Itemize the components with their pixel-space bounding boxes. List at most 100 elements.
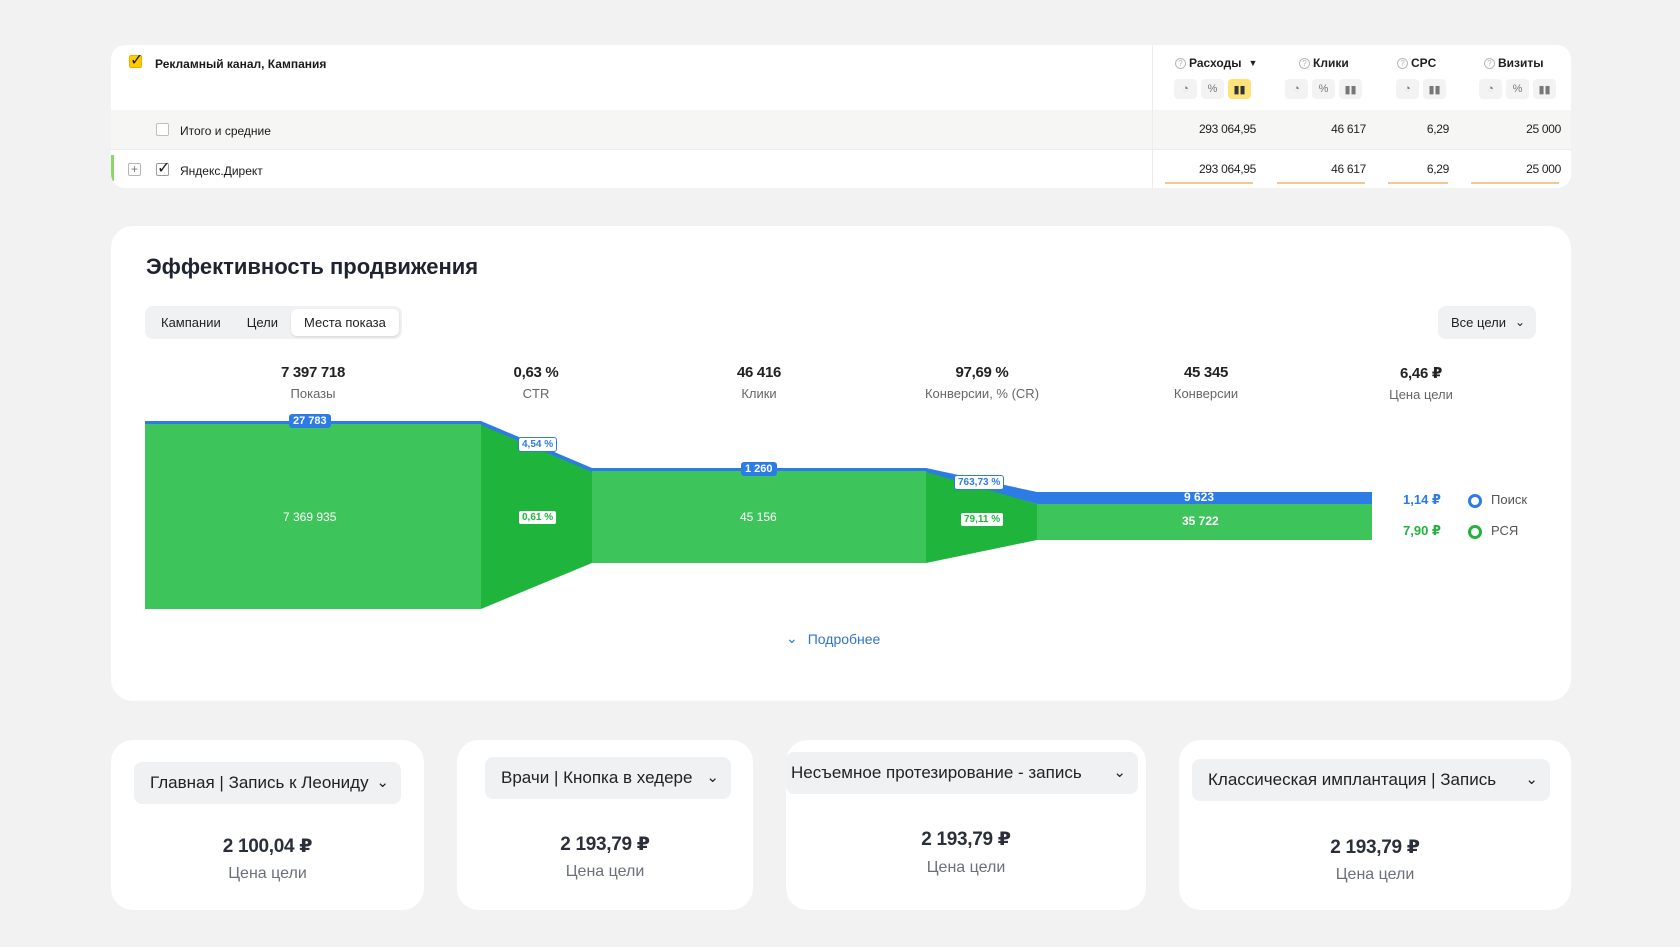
metric-conversions: 45 345 Конверсии xyxy=(1173,364,1239,401)
col-cpc-view-icons: ◔ ▮▮ xyxy=(1396,79,1446,99)
search-ctr-label: 4,54 % xyxy=(518,437,558,452)
funnel-chart xyxy=(145,421,1372,609)
pie-chart-icon[interactable]: ◔ xyxy=(1479,79,1502,99)
goal-price: 2 193,79 ₽ xyxy=(921,829,1011,850)
pie-chart-icon[interactable]: ◔ xyxy=(1285,79,1308,99)
chevron-down-icon: ⌄ xyxy=(786,630,798,646)
help-icon[interactable]: ? xyxy=(1484,57,1495,69)
goal-price: 2 100,04 ₽ xyxy=(222,836,313,857)
column-divider xyxy=(1152,45,1153,188)
goal-filter-select[interactable]: Все цели ⌄ xyxy=(1438,306,1536,339)
promotion-efficiency-card: Эффективность продвижения Кампании Цели … xyxy=(111,226,1571,701)
goal-card: Несъемное протезирование - запись ⌄ 2 19… xyxy=(786,740,1146,910)
cell-cpc: 6,29 xyxy=(1426,162,1449,176)
tab-goals[interactable]: Цели xyxy=(246,315,278,330)
table-row-yandex-direct[interactable]: + Яндекс.Директ 293 064,95 46 617 6,29 2… xyxy=(111,150,1571,188)
goal-price-label: Цена цели xyxy=(926,859,1006,876)
chevron-down-icon: ⌄ xyxy=(1525,771,1538,788)
goal-price-label: Цена цели xyxy=(1335,866,1415,883)
bar-chart-icon[interactable]: ▮▮ xyxy=(1423,79,1446,99)
legend-rsya-value: 7,90 ₽ xyxy=(1403,523,1441,538)
funnel-search-conversions xyxy=(1037,492,1372,504)
table-header: Рекламный канал, Кампания ? Расходы ▼ ◔ … xyxy=(111,45,1571,110)
chevron-down-icon: ⌄ xyxy=(706,769,719,786)
col-expenses-view-icons: ◔ % ▮▮ xyxy=(1174,79,1251,99)
goal-card: Врачи | Кнопка в хедере ⌄ 2 193,79 ₽ Цен… xyxy=(457,740,753,910)
table-row-total: Итого и средние 293 064,95 46 617 6,29 2… xyxy=(111,110,1571,149)
goal-card: Классическая имплантация | Запись ⌄ 2 19… xyxy=(1179,740,1571,910)
cell-visits: 25 000 xyxy=(1526,162,1561,176)
row-divider xyxy=(111,149,1571,150)
cell-bar xyxy=(1165,182,1253,184)
legend-rsya-dot xyxy=(1468,525,1482,539)
chevron-down-icon: ⌄ xyxy=(1113,764,1126,781)
cell-bar xyxy=(1471,182,1559,184)
funnel-stage-clicks xyxy=(592,471,926,563)
cell-expenses: 293 064,95 xyxy=(1198,162,1256,176)
col-visits-view-icons: ◔ % ▮▮ xyxy=(1479,79,1556,99)
legend-search-dot xyxy=(1468,494,1482,508)
header-label: Рекламный канал, Кампания xyxy=(155,57,327,71)
funnel-stage-shows xyxy=(145,423,481,609)
legend-rsya-name: РСЯ xyxy=(1491,523,1519,538)
expand-icon[interactable]: + xyxy=(128,163,141,176)
cell-visits: 25 000 xyxy=(1526,122,1561,136)
help-icon[interactable]: ? xyxy=(1299,57,1310,69)
report-table: Рекламный канал, Кампания ? Расходы ▼ ◔ … xyxy=(111,45,1571,188)
percent-icon[interactable]: % xyxy=(1201,79,1224,99)
header-check-icon xyxy=(129,50,143,70)
col-clicks[interactable]: ? Клики xyxy=(1299,56,1349,70)
metric-goal-price: 6,46 ₽ Цена цели xyxy=(1389,365,1453,402)
cell-clicks: 46 617 xyxy=(1331,162,1366,176)
bar-chart-icon[interactable]: ▮▮ xyxy=(1339,79,1362,99)
legend-search-name: Поиск xyxy=(1491,492,1528,507)
row-accent xyxy=(111,155,114,181)
rsya-clicks-label: 45 156 xyxy=(740,510,777,524)
rsya-cr-label: 79,11 % xyxy=(960,512,1005,527)
cell-bar xyxy=(1277,182,1365,184)
goal-dropdown[interactable]: Классическая имплантация | Запись ⌄ xyxy=(1192,759,1550,801)
bar-chart-icon[interactable]: ▮▮ xyxy=(1228,79,1251,99)
row-checkbox[interactable] xyxy=(156,123,169,136)
col-visits[interactable]: ? Визиты xyxy=(1484,56,1544,70)
col-clicks-view-icons: ◔ % ▮▮ xyxy=(1285,79,1362,99)
percent-icon[interactable]: % xyxy=(1506,79,1529,99)
pie-chart-icon[interactable]: ◔ xyxy=(1174,79,1197,99)
tab-placements[interactable]: Места показа xyxy=(290,309,399,336)
view-switcher: Кампании Цели Места показа xyxy=(145,306,402,339)
cell-cpc: 6,29 xyxy=(1426,122,1449,136)
goal-dropdown[interactable]: Несъемное протезирование - запись ⌄ xyxy=(786,752,1138,794)
sort-desc-icon: ▼ xyxy=(1248,58,1258,68)
goal-card: Главная | Запись к Леониду ⌄ 2 100,04 ₽ … xyxy=(111,740,424,910)
col-cpc[interactable]: ? CPC xyxy=(1397,56,1436,70)
metric-shows: 7 397 718 Показы xyxy=(280,364,346,401)
pie-chart-icon[interactable]: ◔ xyxy=(1396,79,1419,99)
chevron-down-icon: ⌄ xyxy=(1514,315,1525,329)
search-cr-label: 763,73 % xyxy=(954,475,1005,490)
col-expenses[interactable]: ? Расходы ▼ xyxy=(1175,56,1257,70)
metric-clicks: 46 416 Клики xyxy=(736,364,782,401)
goal-dropdown[interactable]: Врачи | Кнопка в хедере ⌄ xyxy=(485,757,731,799)
search-clicks-label: 1 260 xyxy=(741,462,777,476)
metric-ctr: 0,63 % CTR xyxy=(513,364,559,401)
goal-price: 2 193,79 ₽ xyxy=(1330,837,1420,858)
bar-chart-icon[interactable]: ▮▮ xyxy=(1533,79,1556,99)
chevron-down-icon: ⌄ xyxy=(376,774,389,791)
cell-expenses: 293 064,95 xyxy=(1198,122,1256,136)
card-title: Эффективность продвижения xyxy=(146,254,479,279)
goal-price: 2 193,79 ₽ xyxy=(560,834,650,855)
help-icon[interactable]: ? xyxy=(1175,57,1186,69)
row-label: Итого и средние xyxy=(180,124,271,138)
more-details-link[interactable]: ⌄ Подробнее xyxy=(786,630,881,647)
row-checkbox[interactable] xyxy=(156,158,170,178)
goal-dropdown[interactable]: Главная | Запись к Леониду ⌄ xyxy=(134,762,401,804)
rsya-shows-label: 7 369 935 xyxy=(283,510,337,524)
percent-icon[interactable]: % xyxy=(1312,79,1335,99)
goal-price-label: Цена цели xyxy=(228,865,307,882)
tab-campaigns[interactable]: Кампании xyxy=(161,315,221,330)
rsya-conversions-label: 35 722 xyxy=(1182,514,1219,528)
metric-cr: 97,69 % Конверсии, % (CR) xyxy=(924,364,1040,401)
search-conversions-label: 9 623 xyxy=(1184,490,1215,504)
help-icon[interactable]: ? xyxy=(1397,57,1408,69)
cell-clicks: 46 617 xyxy=(1331,122,1366,136)
